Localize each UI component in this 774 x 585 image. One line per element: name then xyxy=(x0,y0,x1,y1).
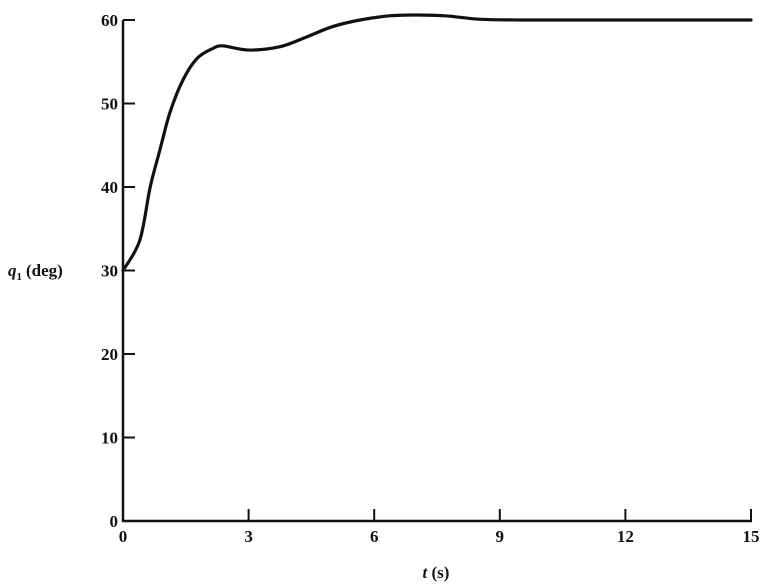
x-tick-label: 3 xyxy=(244,527,253,546)
x-tick-label: 0 xyxy=(119,527,128,546)
y-tick-label: 50 xyxy=(101,95,118,114)
y-tick-label: 40 xyxy=(101,178,118,197)
x-tick-label: 15 xyxy=(743,527,760,546)
x-axis-label: t (s) xyxy=(423,563,450,582)
x-tick-label: 12 xyxy=(617,527,634,546)
y-tick-label: 0 xyxy=(110,512,119,531)
x-tick-label: 9 xyxy=(496,527,505,546)
y-tick-label: 60 xyxy=(101,11,118,30)
y-tick-label: 10 xyxy=(101,429,118,448)
series-line xyxy=(121,13,753,273)
y-axis-label: q1 (deg) xyxy=(8,261,63,283)
ticks: 0 3 6 9 12 15 0 10 20 30 40 50 60 xyxy=(101,11,760,546)
y-tick-label: 30 xyxy=(101,262,118,281)
x-tick-label: 6 xyxy=(370,527,379,546)
y-tick-label: 20 xyxy=(101,345,118,364)
axes xyxy=(121,20,752,523)
